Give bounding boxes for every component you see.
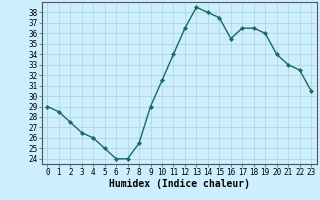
X-axis label: Humidex (Indice chaleur): Humidex (Indice chaleur) xyxy=(109,179,250,189)
